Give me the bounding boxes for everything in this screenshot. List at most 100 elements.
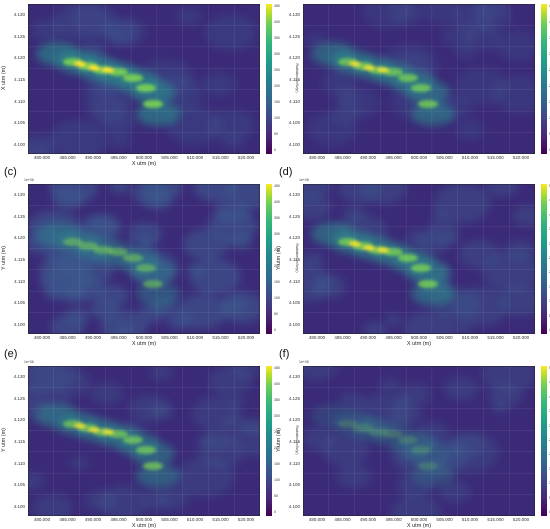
x-tick-label: 495.000	[110, 517, 127, 522]
y-tick-label: 4.130	[288, 192, 300, 197]
diffuse-area	[313, 278, 332, 292]
diffuse-area	[33, 494, 73, 516]
map-panel-1: 4.130 4.125 4.120 4.115 4.110 4.105 4.100 480.0…	[0, 0, 299, 168]
diffuse-area	[70, 456, 89, 470]
x-tick-label: 490.000	[84, 517, 102, 522]
x-tick-label: 480.000	[33, 335, 51, 340]
x-tick-label: 500.000	[135, 335, 153, 340]
x-tick-label: 495.000	[110, 155, 127, 160]
x-tick-label: 515.000	[487, 155, 504, 160]
diffuse-area	[385, 314, 403, 326]
map-panel-5: (e) 1e+06 4.130 4.125 4.120 4.115 4.110 4.105 4.…	[0, 348, 299, 529]
colorbar-tick: 100	[274, 116, 280, 120]
diffuse-area	[28, 472, 45, 490]
x-tick-label: 485.000	[334, 517, 351, 522]
x-tick-label: 480.000	[33, 155, 51, 160]
diffuse-area	[495, 31, 535, 61]
anomaly-peak	[74, 423, 86, 429]
diffuse-area	[177, 294, 228, 329]
map-panel-4: (d) 1e+06 4.130 4.125 4.120 4.115 4.110 4.105 4.…	[275, 166, 550, 350]
x-tick-label: 520.000	[237, 517, 255, 522]
heatmap-plot	[28, 184, 260, 334]
plot-frame	[28, 4, 260, 154]
heatmap-plot	[303, 4, 535, 154]
diffuse-area	[399, 383, 431, 406]
y-axis-label: Y utm (m)	[276, 427, 282, 453]
panel-label: (c)	[4, 166, 17, 178]
anomaly-hotspot	[136, 84, 156, 92]
x-tick-label: 505.000	[436, 517, 453, 522]
x-tick-label: 520.000	[237, 155, 255, 160]
diffuse-area	[403, 310, 456, 334]
diffuse-area	[136, 234, 155, 248]
x-tick-label: 490.000	[84, 155, 102, 160]
y-tick-label: 4.105	[288, 482, 300, 488]
anomaly-zone	[136, 282, 180, 306]
y-tick-label: 4.105	[13, 300, 25, 306]
colorbar-tick: 350	[274, 398, 280, 402]
colorbar-tick: 450	[274, 184, 280, 188]
y-tick-label: 4.115	[289, 439, 300, 444]
anomaly-peak	[102, 429, 114, 435]
colorbar-tick: 0	[274, 510, 276, 514]
panel-label: (e)	[4, 348, 18, 360]
anomaly-hotspot	[398, 254, 418, 262]
anomaly-peak	[363, 65, 375, 71]
y-tick-label: 4.120	[13, 55, 25, 61]
colorbar	[541, 4, 547, 154]
y-tick-label: 4.120	[288, 417, 300, 423]
x-tick-label: 495.000	[385, 335, 402, 340]
anomaly-zone	[411, 102, 455, 126]
diffuse-area	[138, 303, 166, 323]
diffuse-area	[452, 286, 509, 327]
colorbar-tick: 200	[274, 264, 280, 268]
diffuse-area	[191, 396, 241, 431]
diffuse-area	[204, 13, 258, 51]
y-tick-label: 4.110	[289, 278, 300, 284]
y-tick-label: 4.115	[289, 77, 300, 82]
anomaly-peak	[363, 245, 375, 251]
diffuse-area	[149, 401, 175, 420]
colorbar-tick: 300	[274, 52, 280, 56]
colorbar-tick: 100	[274, 478, 280, 482]
y-tick-label: 4.115	[14, 77, 25, 82]
y-axis-label: Y utm (m)	[276, 245, 282, 271]
anomaly-peak	[102, 67, 114, 73]
x-tick-label: 500.000	[410, 335, 428, 340]
x-tick-label: 520.000	[512, 335, 530, 340]
heatmap-plot	[303, 184, 535, 334]
anomaly-hotspot	[383, 430, 403, 438]
colorbar-tick: 300	[274, 232, 280, 236]
diffuse-area	[431, 209, 448, 221]
plot-frame	[28, 184, 260, 334]
diffuse-area	[208, 208, 258, 244]
diffuse-area	[445, 441, 470, 459]
x-tick-label: 505.000	[161, 155, 178, 160]
diffuse-area	[155, 486, 190, 510]
y-tick-label: 4.125	[288, 395, 300, 401]
diffuse-area	[108, 184, 131, 194]
x-tick-label: 500.000	[135, 517, 153, 522]
x-tick-label: 480.000	[308, 155, 326, 160]
y-tick-label: 4.110	[14, 460, 25, 466]
anomaly-zone	[411, 464, 455, 488]
y-tick-label: 4.120	[288, 235, 300, 241]
map-panel-2: 4.130 4.125 4.120 4.115 4.110 4.105 4.100 480.0…	[275, 0, 550, 168]
x-tick-label: 515.000	[212, 335, 229, 340]
colorbar-tick: 400	[274, 382, 280, 386]
diffuse-area	[201, 72, 236, 97]
diffuse-area	[438, 232, 459, 247]
y-tick-label: 4.130	[288, 374, 300, 379]
anomaly-hotspot	[418, 280, 438, 288]
axis-exponent: 1e+06	[24, 178, 34, 182]
diffuse-area	[132, 184, 171, 206]
colorbar	[541, 366, 547, 516]
x-tick-label: 490.000	[84, 335, 102, 340]
diffuse-area	[176, 456, 235, 498]
diffuse-area	[362, 321, 388, 334]
x-tick-label: 515.000	[212, 517, 229, 522]
diffuse-area	[166, 105, 223, 145]
heatmap-plot	[303, 366, 535, 516]
anomaly-hotspot	[143, 280, 163, 288]
panel-label: (d)	[279, 166, 293, 178]
